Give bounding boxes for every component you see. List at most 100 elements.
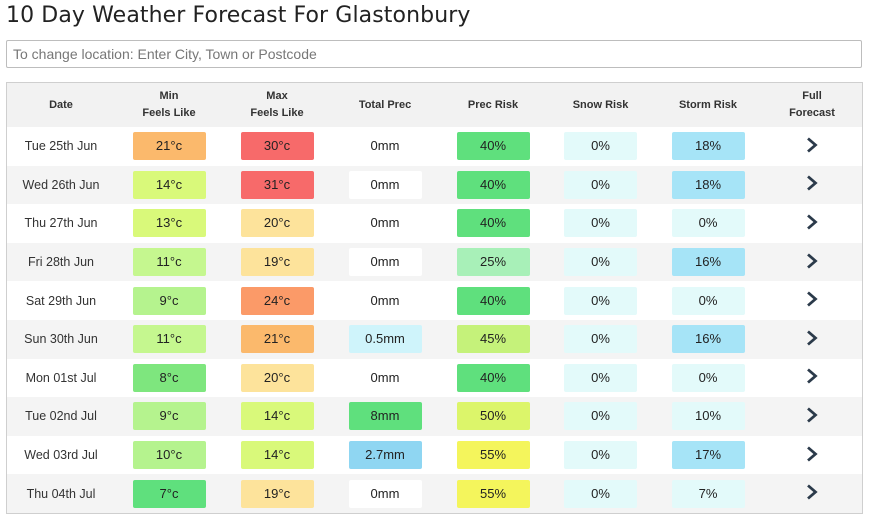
storm-risk: 16% xyxy=(671,248,745,277)
prec-risk-cell: 40% xyxy=(439,281,547,320)
snow-risk: 0% xyxy=(564,402,637,431)
snow-risk: 0% xyxy=(564,325,637,354)
table-row: Tue 25th Jun 21°c 30°c 0mm 40% 0% 18% xyxy=(7,127,862,166)
header-prec-risk: Prec Risk xyxy=(467,98,519,111)
max-feels-like: 30°c xyxy=(240,132,314,161)
storm-risk-cell: 16% xyxy=(654,320,762,359)
date-cell: Sun 30th Jun xyxy=(7,320,115,359)
full-forecast-cell xyxy=(762,359,862,398)
max-feels-like: 19°c xyxy=(240,248,314,277)
min-feels-like-cell: 11°c xyxy=(115,320,223,359)
chevron-right-icon[interactable] xyxy=(805,407,819,423)
chevron-right-icon[interactable] xyxy=(805,484,819,500)
prec-risk: 45% xyxy=(456,325,530,354)
date-cell: Tue 25th Jun xyxy=(7,127,115,166)
chevron-right-icon[interactable] xyxy=(805,137,819,153)
table-row: Mon 01st Jul 8°c 20°c 0mm 40% 0% 0% xyxy=(7,358,862,398)
min-feels-like-cell: 9°c xyxy=(115,397,223,436)
min-feels-like: 9°c xyxy=(132,402,206,431)
prec-risk-cell: 40% xyxy=(439,127,547,166)
header-full-line1: Full xyxy=(802,90,822,102)
header-full-line2: Forecast xyxy=(789,107,835,119)
prec-risk-cell: 25% xyxy=(439,243,547,282)
chevron-right-icon[interactable] xyxy=(805,368,819,384)
page-title: 10 Day Weather Forecast For Glastonbury xyxy=(6,3,471,28)
table-header-row: Date Min Feels Like Max Feels Like Total… xyxy=(7,83,862,127)
total-prec-cell: 0mm xyxy=(331,281,439,320)
chevron-right-icon[interactable] xyxy=(805,253,819,269)
forecast-table: Date Min Feels Like Max Feels Like Total… xyxy=(6,82,863,514)
header-min-feels-like: Min Feels Like xyxy=(115,83,223,127)
date-label: Sat 29th Jun xyxy=(25,293,97,308)
min-feels-like: 8°c xyxy=(132,363,206,392)
location-search-input[interactable] xyxy=(6,40,862,68)
total-prec: 0mm xyxy=(348,479,422,508)
storm-risk-cell: 18% xyxy=(654,166,762,205)
total-prec-cell: 8mm xyxy=(331,397,439,436)
prec-risk: 40% xyxy=(456,363,530,392)
snow-risk: 0% xyxy=(564,209,637,238)
table-row: Thu 04th Jul 7°c 19°c 0mm 55% 0% 7% xyxy=(7,474,862,513)
min-feels-like: 9°c xyxy=(132,286,206,315)
header-min-line1: Min xyxy=(159,90,179,102)
prec-risk: 55% xyxy=(456,441,530,470)
full-forecast-cell xyxy=(762,281,862,320)
total-prec-cell: 0mm xyxy=(331,204,439,243)
header-full-forecast: Full Forecast xyxy=(762,83,862,127)
total-prec-cell: 0mm xyxy=(331,127,439,166)
total-prec: 0mm xyxy=(348,286,422,315)
header-storm-risk: Storm Risk xyxy=(678,98,738,111)
max-feels-like-cell: 19°c xyxy=(223,243,331,282)
storm-risk: 17% xyxy=(671,441,745,470)
max-feels-like-cell: 30°c xyxy=(223,127,331,166)
storm-risk: 16% xyxy=(671,325,745,354)
date-cell: Wed 03rd Jul xyxy=(7,436,115,475)
storm-risk-cell: 7% xyxy=(654,474,762,513)
snow-risk: 0% xyxy=(564,132,637,161)
prec-risk: 50% xyxy=(456,402,530,431)
min-feels-like: 7°c xyxy=(132,479,206,508)
chevron-right-icon[interactable] xyxy=(805,445,819,462)
total-prec-cell: 2.7mm xyxy=(331,436,439,475)
date-cell: Wed 26th Jun xyxy=(7,166,115,205)
min-feels-like-cell: 14°c xyxy=(115,166,223,205)
table-row: Wed 26th Jun 14°c 31°c 0mm 40% 0% 18% xyxy=(7,165,862,205)
chevron-right-icon[interactable] xyxy=(805,214,819,230)
storm-risk-cell: 0% xyxy=(654,204,762,243)
date-label: Sun 30th Jun xyxy=(24,332,98,347)
date-label: Tue 25th Jun xyxy=(24,139,98,154)
date-cell: Tue 02nd Jul xyxy=(7,397,115,436)
full-forecast-cell xyxy=(762,127,862,166)
snow-risk-cell: 0% xyxy=(547,320,654,359)
snow-risk-cell: 0% xyxy=(547,474,654,513)
table-row: Sat 29th Jun 9°c 24°c 0mm 40% 0% 0% xyxy=(7,281,862,320)
storm-risk: 7% xyxy=(671,479,745,508)
min-feels-like: 13°c xyxy=(132,209,206,238)
table-row: Sun 30th Jun 11°c 21°c 0.5mm 45% 0% 16% xyxy=(7,319,862,359)
chevron-right-icon[interactable] xyxy=(805,291,819,307)
storm-risk-cell: 16% xyxy=(654,243,762,282)
min-feels-like-cell: 10°c xyxy=(115,436,223,475)
header-min-line2: Feels Like xyxy=(142,107,196,119)
prec-risk-cell: 40% xyxy=(439,166,547,205)
date-cell: Sat 29th Jun xyxy=(7,281,115,320)
full-forecast-cell xyxy=(762,436,862,475)
max-feels-like-cell: 14°c xyxy=(223,397,331,436)
date-label: Thu 27th Jun xyxy=(24,216,98,231)
total-prec: 0mm xyxy=(348,132,422,161)
storm-risk-cell: 17% xyxy=(654,436,762,475)
storm-risk-cell: 0% xyxy=(654,281,762,320)
min-feels-like-cell: 8°c xyxy=(115,359,223,398)
date-label: Thu 04th Jul xyxy=(26,486,96,501)
chevron-right-icon[interactable] xyxy=(805,330,819,346)
total-prec: 2.7mm xyxy=(348,441,422,470)
storm-risk: 18% xyxy=(671,170,745,199)
max-feels-like-cell: 31°c xyxy=(223,166,331,205)
chevron-right-icon[interactable] xyxy=(805,175,819,191)
max-feels-like: 14°c xyxy=(240,402,314,431)
table-row: Fri 28th Jun 11°c 19°c 0mm 25% 0% 16% xyxy=(7,242,862,282)
min-feels-like: 10°c xyxy=(132,441,206,470)
min-feels-like: 11°c xyxy=(132,248,206,277)
full-forecast-cell xyxy=(762,320,862,359)
max-feels-like: 20°c xyxy=(240,209,314,238)
